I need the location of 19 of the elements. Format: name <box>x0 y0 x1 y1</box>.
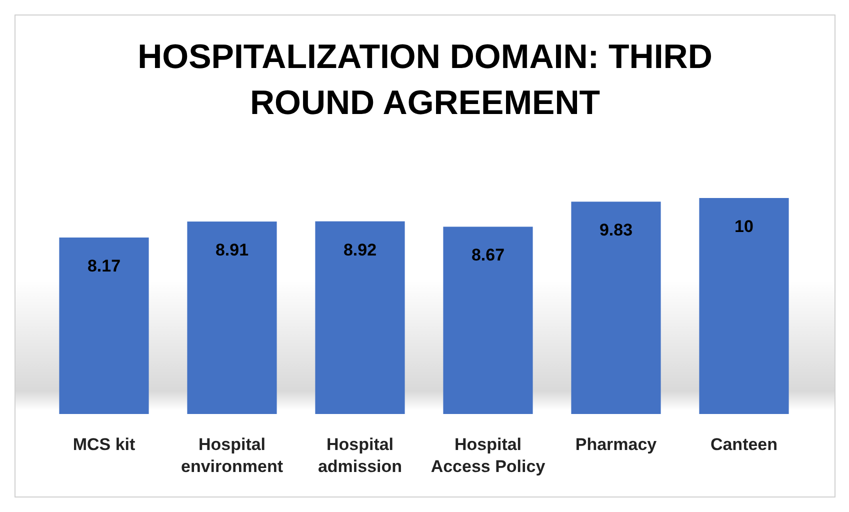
data-label: 10 <box>734 217 754 236</box>
bar <box>59 238 149 414</box>
x-tick-label: Canteen <box>710 435 778 454</box>
x-tick-label: MCS kit <box>72 435 136 454</box>
data-label: 8.67 <box>471 246 505 265</box>
bar <box>699 198 789 414</box>
x-tick-label: Hospital admission <box>318 435 402 476</box>
data-label: 8.92 <box>343 240 377 260</box>
x-tick-label: Hospital Access Policy <box>430 435 546 476</box>
data-label: 8.91 <box>215 240 249 260</box>
bar <box>315 221 405 414</box>
x-tick-label: Hospital environment <box>180 435 284 476</box>
data-label: 8.17 <box>87 256 121 276</box>
bar <box>443 226 533 414</box>
x-tick-label: Pharmacy <box>575 435 658 454</box>
data-label: 9.83 <box>599 220 633 240</box>
bar <box>187 222 277 414</box>
chart-title: HOSPITALIZATION DOMAIN: THIRD ROUND AGREEMENT <box>138 38 712 122</box>
bar <box>571 202 661 414</box>
